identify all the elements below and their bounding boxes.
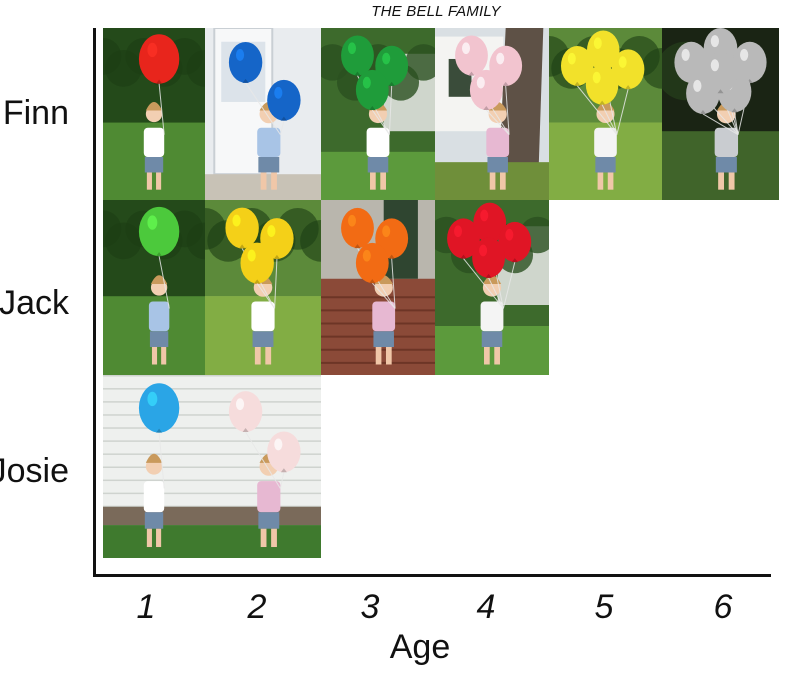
photo-finn-age-4 — [435, 28, 549, 200]
x-axis-label: Age — [389, 628, 451, 666]
chart-title: THE BELL FAMILY — [371, 3, 501, 20]
photo-jack-age-1 — [103, 200, 205, 375]
photo-finn-age-2 — [205, 28, 321, 200]
photo-jack-age-3 — [321, 200, 435, 375]
photo-josie-age-2 — [205, 375, 321, 558]
row-label-finn: Finn — [2, 94, 69, 132]
photo-finn-age-1 — [103, 28, 205, 200]
x-tick-label: 5 — [594, 588, 614, 626]
y-axis-line — [93, 28, 96, 577]
photo-finn-age-5 — [549, 28, 662, 200]
x-tick-label: 1 — [136, 588, 156, 626]
x-tick-label: 2 — [247, 588, 267, 626]
photo-finn-age-6 — [662, 28, 779, 200]
photo-jack-age-2 — [205, 200, 321, 375]
photo-jack-age-4 — [435, 200, 549, 375]
row-label-jack: Jack — [0, 284, 69, 322]
x-tick-label: 4 — [476, 588, 496, 626]
x-tick-label: 3 — [360, 588, 380, 626]
photo-josie-age-1 — [103, 375, 205, 558]
photo-finn-age-3 — [321, 28, 435, 200]
row-label-josie: Josie — [0, 452, 69, 490]
x-axis-line — [93, 574, 771, 577]
x-tick-label: 6 — [713, 588, 733, 626]
